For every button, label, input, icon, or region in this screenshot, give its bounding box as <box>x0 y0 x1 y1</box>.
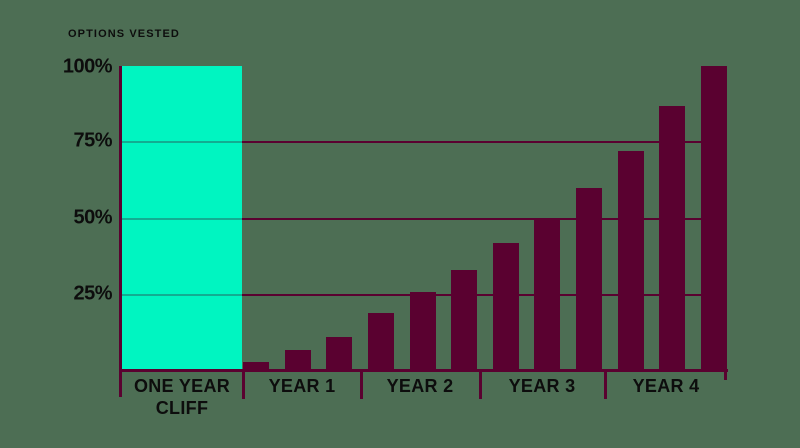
bar-Y2-1 <box>367 313 394 371</box>
gridline-75 <box>121 141 727 144</box>
bar-Y4-1 <box>617 151 644 371</box>
y-axis-line <box>119 66 122 397</box>
bar-Y4-2 <box>659 105 686 371</box>
axis-end-tick <box>724 372 727 380</box>
bar-Y1-1 <box>243 361 269 371</box>
gridline-50 <box>121 217 727 220</box>
bars <box>243 66 727 371</box>
x-label-year-2: YEAR 2 <box>386 376 454 396</box>
plot-area <box>121 66 727 371</box>
y-tick-label-25: 25% <box>73 282 112 305</box>
x-axis-baseline <box>119 369 728 372</box>
cliff-gridline-50 <box>121 217 242 220</box>
y-tick-label-100: 100% <box>62 55 113 78</box>
bar-Y1-2 <box>284 349 311 371</box>
x-label-one-year-cliff-line2: CLIFF <box>155 398 209 418</box>
x-label-year-3: YEAR 3 <box>508 376 576 396</box>
bar-Y3-2 <box>534 218 561 371</box>
section-tick-year3-year4 <box>604 372 607 399</box>
chart-title: OPTIONS VESTED <box>68 28 180 40</box>
bar-Y3-1 <box>492 242 519 371</box>
x-label-year-4: YEAR 4 <box>632 376 700 396</box>
cliff-gridline-75 <box>121 141 242 144</box>
bar-Y2-3 <box>451 270 478 371</box>
bar-Y3-3 <box>576 188 602 371</box>
cliff-gridline-25 <box>121 293 242 296</box>
y-tick-label-50: 50% <box>73 206 112 229</box>
section-tick-cliff-year1 <box>242 372 245 399</box>
bar-Y1-3 <box>326 337 353 371</box>
x-label-one-year-cliff: ONE YEAR CLIFF <box>134 375 230 419</box>
bar-Y4-3 <box>700 66 727 371</box>
section-tick-year2-year3 <box>479 372 482 399</box>
section-tick-year1-year2 <box>360 372 363 399</box>
bar-Y2-2 <box>409 291 436 371</box>
x-label-year-1: YEAR 1 <box>268 376 336 396</box>
y-tick-label-75: 75% <box>73 129 112 152</box>
x-label-one-year-cliff-line1: ONE YEAR <box>133 376 231 396</box>
